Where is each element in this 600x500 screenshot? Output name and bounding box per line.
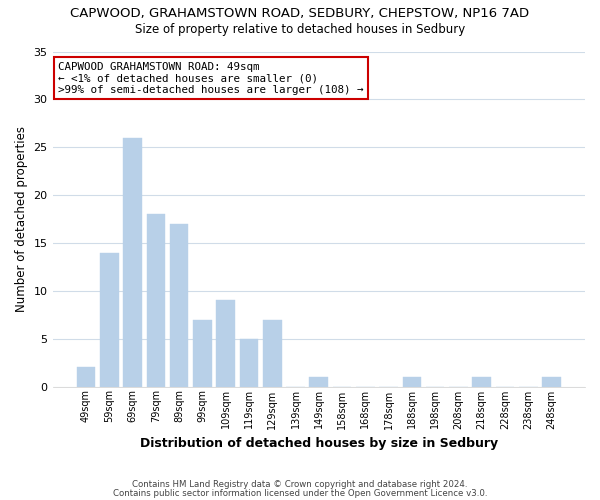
Bar [77,368,95,386]
Bar [193,320,212,386]
Bar [310,377,328,386]
Bar [100,252,119,386]
Bar [542,377,561,386]
Bar [403,377,421,386]
Text: Contains HM Land Registry data © Crown copyright and database right 2024.: Contains HM Land Registry data © Crown c… [132,480,468,489]
Bar [217,300,235,386]
Bar [472,377,491,386]
X-axis label: Distribution of detached houses by size in Sedbury: Distribution of detached houses by size … [140,437,498,450]
Bar [239,338,258,386]
Text: CAPWOOD GRAHAMSTOWN ROAD: 49sqm
← <1% of detached houses are smaller (0)
>99% of: CAPWOOD GRAHAMSTOWN ROAD: 49sqm ← <1% of… [58,62,364,95]
Text: CAPWOOD, GRAHAMSTOWN ROAD, SEDBURY, CHEPSTOW, NP16 7AD: CAPWOOD, GRAHAMSTOWN ROAD, SEDBURY, CHEP… [70,8,530,20]
Bar [123,138,142,386]
Bar [146,214,165,386]
Bar [170,224,188,386]
Y-axis label: Number of detached properties: Number of detached properties [15,126,28,312]
Bar [263,320,281,386]
Text: Contains public sector information licensed under the Open Government Licence v3: Contains public sector information licen… [113,488,487,498]
Text: Size of property relative to detached houses in Sedbury: Size of property relative to detached ho… [135,22,465,36]
